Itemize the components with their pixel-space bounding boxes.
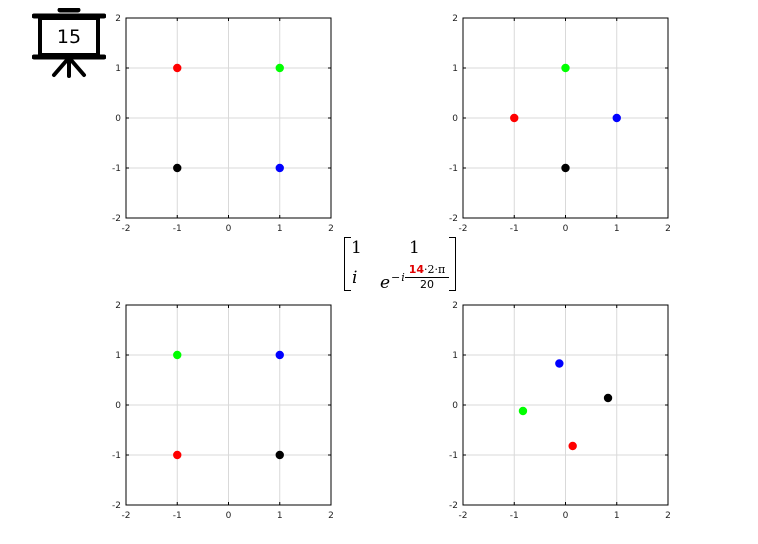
y-tick-label: 0 [452, 114, 458, 124]
x-tick-label: 1 [277, 224, 283, 234]
y-tick-label: -1 [449, 164, 458, 174]
y-tick-label: -2 [112, 214, 121, 224]
matrix-entry-r2c1: i [352, 268, 358, 288]
slide-number: 15 [56, 26, 82, 48]
data-point-red [173, 63, 182, 73]
exponent-prefix: −i [391, 271, 405, 284]
exponent-fraction: 14·2·π 20 [403, 264, 451, 290]
presentation-board-icon: 15 [31, 7, 107, 80]
plot-frame [462, 304, 669, 506]
x-tick-label: -1 [510, 511, 519, 521]
y-tick-label: -2 [449, 214, 458, 224]
data-point-black [561, 163, 570, 173]
x-tick-label: 2 [665, 224, 671, 234]
x-tick-label: -2 [459, 511, 468, 521]
plot-frame [125, 17, 332, 219]
y-tick-label: 0 [452, 401, 458, 411]
x-tick-label: 2 [328, 511, 334, 521]
plot-frame [462, 17, 669, 219]
data-point-green [173, 350, 182, 360]
matrix-right-bracket [449, 237, 456, 291]
y-tick-label: 1 [115, 64, 121, 74]
matrix-expression: 1 1 i e −i 14·2·π 20 [344, 237, 456, 293]
x-tick-label: -1 [173, 511, 182, 521]
matrix-entry-r1c1: 1 [351, 238, 362, 258]
exponent-imaginary-unit: i [401, 271, 405, 284]
x-tick-label: -1 [510, 224, 519, 234]
x-tick-label: 2 [328, 224, 334, 234]
data-point-red [173, 450, 182, 460]
x-tick-label: 1 [277, 511, 283, 521]
scatter-plot-4: -2 -1 0 1 2 2 1 0 -1 -2 [449, 301, 671, 521]
fraction-bar [405, 277, 449, 278]
data-point-green [561, 63, 570, 73]
x-tick-label: 0 [226, 224, 232, 234]
y-tick-label: 2 [452, 301, 458, 311]
y-tick-label: 1 [452, 351, 458, 361]
x-tick-label: 1 [614, 224, 620, 234]
y-tick-label: 1 [452, 64, 458, 74]
data-point-black [173, 163, 182, 173]
scatter-plot-3: -2 -1 0 1 2 2 1 0 -1 -2 [112, 301, 334, 521]
data-point-red [568, 441, 577, 451]
fraction-denominator: 20 [420, 278, 434, 291]
x-tick-label: 2 [665, 511, 671, 521]
data-point-red [510, 113, 519, 123]
y-tick-label: 2 [452, 14, 458, 24]
y-tick-label: 2 [115, 14, 121, 24]
x-tick-label: 0 [226, 511, 232, 521]
numerator-highlight: 14 [408, 263, 425, 276]
y-tick-label: -1 [449, 451, 458, 461]
x-tick-label: -2 [122, 224, 131, 234]
x-tick-label: 0 [563, 511, 569, 521]
plot-frame [125, 304, 332, 506]
matrix-entry-r1c2: 1 [409, 238, 420, 258]
data-point-green [275, 63, 284, 73]
fraction-numerator: 14·2·π [403, 264, 451, 276]
data-point-blue [275, 350, 284, 360]
data-point-black [275, 450, 284, 460]
matrix-entry-r2c2: e −i 14·2·π 20 [380, 264, 454, 293]
exponent-sign: − [391, 271, 401, 284]
x-tick-label: -2 [459, 224, 468, 234]
y-tick-label: -2 [112, 501, 121, 511]
y-tick-label: -1 [112, 164, 121, 174]
data-point-black [603, 393, 613, 403]
y-tick-label: 0 [115, 114, 121, 124]
exponential-base: e [380, 273, 391, 293]
data-point-blue [612, 113, 621, 123]
scatter-plot-1: -2 -1 0 1 2 2 1 0 -1 -2 [112, 14, 334, 234]
x-tick-label: 0 [563, 224, 569, 234]
data-point-blue [275, 163, 284, 173]
scatter-plot-2: -2 -1 0 1 2 2 1 0 -1 -2 [449, 14, 671, 234]
y-tick-label: -2 [449, 501, 458, 511]
x-tick-label: 1 [614, 511, 620, 521]
y-tick-label: 1 [115, 351, 121, 361]
data-point-green [518, 406, 528, 416]
data-point-blue [555, 359, 564, 368]
numerator-rest: ·2·π [424, 263, 446, 276]
y-tick-label: 2 [115, 301, 121, 311]
x-tick-label: -1 [173, 224, 182, 234]
y-tick-label: -1 [112, 451, 121, 461]
y-tick-label: 0 [115, 401, 121, 411]
matrix-left-bracket [344, 237, 351, 291]
x-tick-label: -2 [122, 511, 131, 521]
